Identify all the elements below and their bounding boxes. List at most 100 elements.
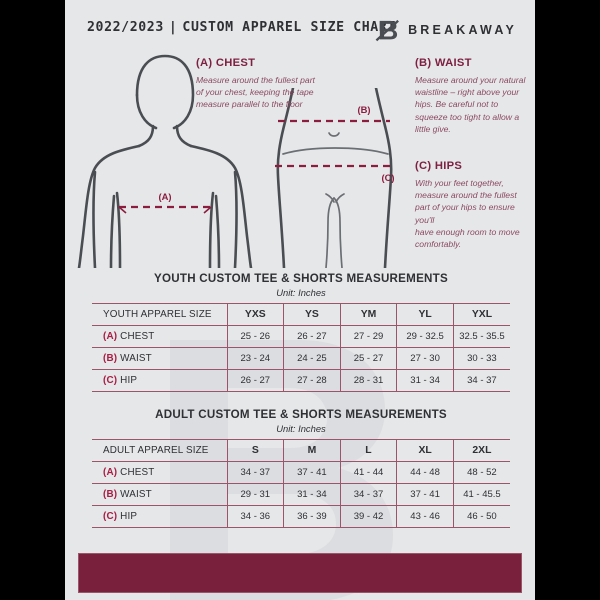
table-row: (B) WAIST 23 - 24 24 - 25 25 - 27 27 - 30… <box>92 347 510 370</box>
measurement-diagram: (A) <box>65 50 535 268</box>
youth-cell-1-4: 30 - 33 <box>453 347 510 370</box>
row-tag: (B) <box>103 353 118 364</box>
row-tag: (C) <box>103 511 118 522</box>
youth-cell-1-2: 25 - 27 <box>340 347 398 370</box>
youth-cell-1-1: 24 - 25 <box>283 347 341 370</box>
row-tag: (A) <box>103 467 118 478</box>
youth-cell-2-2: 28 - 31 <box>340 369 398 392</box>
adult-cell-2-0: 34 - 36 <box>227 505 285 528</box>
header-separator: | <box>168 20 178 35</box>
footer-accent-bar <box>78 553 522 593</box>
header-season: 2022/2023 <box>87 20 164 35</box>
adult-cell-1-1: 31 - 34 <box>283 483 341 506</box>
youth-table-title: YOUTH CUSTOM TEE & SHORTS MEASUREMENTS <box>154 272 448 285</box>
waist-measure-label: (B) <box>357 104 370 115</box>
row-tag: (C) <box>103 375 118 386</box>
youth-cell-1-0: 23 - 24 <box>227 347 285 370</box>
row-label: HIP <box>120 511 138 522</box>
youth-cell-0-4: 32.5 - 35.5 <box>453 325 510 348</box>
youth-cell-0-1: 26 - 27 <box>283 325 341 348</box>
youth-row-1-label: (B) WAIST <box>92 347 228 370</box>
adult-column-1: M <box>283 439 341 462</box>
adult-cell-1-2: 34 - 37 <box>340 483 398 506</box>
upper-body-torso-figure: (A) <box>77 54 253 268</box>
row-label: WAIST <box>120 489 152 500</box>
callout-waist: (B) WAIST Measure around your natural wa… <box>415 57 530 135</box>
youth-column-0: YXS <box>227 303 285 326</box>
adult-column-2: L <box>340 439 398 462</box>
adult-cell-0-3: 44 - 48 <box>396 461 454 484</box>
adult-cell-0-2: 41 - 44 <box>340 461 398 484</box>
youth-cell-0-0: 25 - 26 <box>227 325 285 348</box>
row-label: CHEST <box>120 467 155 478</box>
callout-chest-text: Measure around the fullest part of your … <box>196 75 315 110</box>
lower-body-hips-figure: (B) (C) <box>275 88 395 268</box>
adult-table-title: ADULT CUSTOM TEE & SHORTS MEASUREMENTS <box>155 408 447 421</box>
chest-measure-label: (A) <box>158 191 171 202</box>
adult-column-0: S <box>227 439 285 462</box>
adult-column-4: 2XL <box>453 439 510 462</box>
adult-cell-2-1: 36 - 39 <box>283 505 341 528</box>
adult-cell-0-1: 37 - 41 <box>283 461 341 484</box>
table-row: (B) WAIST 29 - 31 31 - 34 34 - 37 37 - 41… <box>92 483 510 506</box>
brand-name: BREAKAWAY <box>408 23 517 37</box>
youth-cell-2-0: 26 - 27 <box>227 369 285 392</box>
size-chart-page: 2022/2023 | CUSTOM APPAREL SIZE CHART BREA… <box>65 0 535 600</box>
adult-row-1-label: (B) WAIST <box>92 483 228 506</box>
adult-cell-1-3: 37 - 41 <box>396 483 454 506</box>
table-row: (A) CHEST 25 - 26 26 - 27 27 - 29 29 - 32… <box>92 325 510 348</box>
callout-chest-title: (A) CHEST <box>196 57 256 69</box>
adult-column-3: XL <box>396 439 454 462</box>
header-title-line: 2022/2023 | CUSTOM APPAREL SIZE CHART <box>87 20 396 35</box>
page-header: 2022/2023 | CUSTOM APPAREL SIZE CHART BREA… <box>65 0 535 58</box>
adult-size-table-block: ADULT CUSTOM TEE & SHORTS MEASUREMENTS U… <box>92 408 510 528</box>
youth-cell-2-3: 31 - 34 <box>396 369 454 392</box>
row-tag: (A) <box>103 331 118 342</box>
youth-row-0-label: (A) CHEST <box>92 325 228 348</box>
callout-hips: (C) HIPS With your feet together, measur… <box>415 160 533 250</box>
row-label: HIP <box>120 375 138 386</box>
row-label: WAIST <box>120 353 152 364</box>
youth-size-table: YOUTH APPAREL SIZE YXS YS YM YL YXL (A) C… <box>92 303 510 392</box>
table-row: (A) CHEST 34 - 37 37 - 41 41 - 44 44 - 48… <box>92 461 510 484</box>
adult-cell-0-4: 48 - 52 <box>453 461 510 484</box>
youth-cell-1-3: 27 - 30 <box>396 347 454 370</box>
youth-column-2: YM <box>340 303 398 326</box>
callout-waist-title: (B) WAIST <box>415 57 472 69</box>
hips-measure-label: (C) <box>381 172 394 183</box>
youth-cell-0-2: 27 - 29 <box>340 325 398 348</box>
youth-row-2-label: (C) HIP <box>92 369 228 392</box>
callout-chest: (A) CHEST Measure around the fullest par… <box>196 57 316 111</box>
table-row: (C) HIP 34 - 36 36 - 39 39 - 42 43 - 46 4… <box>92 505 510 528</box>
youth-size-table-block: YOUTH CUSTOM TEE & SHORTS MEASUREMENTS U… <box>92 272 510 392</box>
youth-cell-2-4: 34 - 37 <box>453 369 510 392</box>
youth-column-4: YXL <box>453 303 510 326</box>
adult-table-unit: Unit: Inches <box>276 423 326 434</box>
callout-hips-title: (C) HIPS <box>415 160 463 172</box>
adult-size-table: ADULT APPAREL SIZE S M L XL 2XL (A) CHEST… <box>92 439 510 528</box>
brand-lockup: BREAKAWAY <box>374 17 517 43</box>
callout-hips-text: With your feet together, measure around … <box>415 178 520 250</box>
youth-column-3: YL <box>396 303 454 326</box>
page-title: CUSTOM APPAREL SIZE CHART <box>182 20 396 35</box>
adult-row-2-label: (C) HIP <box>92 505 228 528</box>
row-tag: (B) <box>103 489 118 500</box>
row-label: CHEST <box>120 331 155 342</box>
youth-cell-0-3: 29 - 32.5 <box>396 325 454 348</box>
adult-cell-2-4: 46 - 50 <box>453 505 510 528</box>
adult-header-label: ADULT APPAREL SIZE <box>92 439 228 462</box>
adult-cell-2-2: 39 - 42 <box>340 505 398 528</box>
table-header-row: YOUTH APPAREL SIZE YXS YS YM YL YXL <box>92 303 510 326</box>
adult-cell-2-3: 43 - 46 <box>396 505 454 528</box>
youth-column-1: YS <box>283 303 341 326</box>
adult-cell-0-0: 34 - 37 <box>227 461 285 484</box>
adult-cell-1-0: 29 - 31 <box>227 483 285 506</box>
adult-cell-1-4: 41 - 45.5 <box>453 483 510 506</box>
breakaway-b-logo-icon <box>375 19 400 42</box>
chest-measure-line <box>118 205 212 214</box>
youth-cell-2-1: 27 - 28 <box>283 369 341 392</box>
adult-row-0-label: (A) CHEST <box>92 461 228 484</box>
youth-header-label: YOUTH APPAREL SIZE <box>92 303 228 326</box>
callout-waist-text: Measure around your natural waistline – … <box>415 75 526 134</box>
table-header-row: ADULT APPAREL SIZE S M L XL 2XL <box>92 439 510 462</box>
